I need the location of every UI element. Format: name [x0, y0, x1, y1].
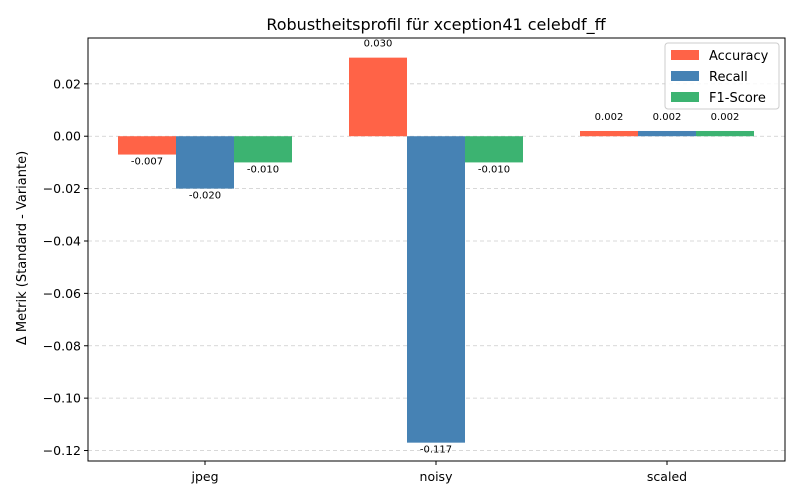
y-tick-label: −0.06 — [43, 286, 81, 301]
bar-accuracy — [349, 57, 407, 137]
y-tick-label: −0.04 — [43, 233, 81, 248]
data-label: 0.030 — [364, 39, 393, 50]
data-label: -0.020 — [189, 191, 221, 202]
data-label: -0.007 — [131, 157, 163, 168]
data-label: 0.002 — [595, 112, 624, 123]
bar-recall — [407, 136, 465, 443]
x-tick-label: noisy — [420, 469, 454, 484]
data-label: 0.002 — [711, 112, 740, 123]
bar-accuracy — [118, 136, 176, 155]
x-tick-label: jpeg — [190, 469, 218, 484]
y-tick-label: 0.00 — [53, 129, 81, 144]
x-ticks: jpeg noisy scaled — [190, 461, 687, 484]
data-label: -0.010 — [247, 164, 279, 175]
legend-swatch — [671, 50, 699, 60]
y-ticks: 0.02 0.00 −0.02 −0.04 −0.06 −0.08 −0.10 −0.12 — [43, 76, 88, 458]
y-tick-label: −0.08 — [43, 338, 81, 353]
x-tick-label: scaled — [647, 469, 687, 484]
y-tick-label: 0.02 — [53, 76, 81, 91]
legend-label: Accuracy — [709, 49, 769, 64]
bar-f1-score — [234, 136, 292, 163]
bar-f1-score — [696, 130, 754, 137]
bar-recall — [176, 136, 234, 189]
legend: Accuracy Recall F1-Score — [664, 42, 780, 110]
data-labels: -0.007 0.030 0.002 -0.020 -0.117 0.002 -0.010 -… — [131, 39, 739, 456]
legend-swatch — [671, 92, 699, 102]
data-label: -0.117 — [420, 445, 452, 456]
chart-title: Robustheitsprofil für xception41 celebdf… — [266, 15, 606, 35]
bar-recall — [638, 130, 696, 137]
bars — [118, 57, 754, 443]
data-label: 0.002 — [653, 112, 682, 123]
legend-label: F1-Score — [709, 91, 766, 106]
data-label: -0.010 — [478, 164, 510, 175]
legend-swatch — [671, 71, 699, 81]
bar-f1-score — [465, 136, 523, 163]
legend-label: Recall — [709, 70, 748, 85]
bar-accuracy — [580, 130, 638, 137]
y-tick-label: −0.10 — [43, 391, 81, 406]
y-tick-label: −0.12 — [43, 443, 81, 458]
y-tick-label: −0.02 — [43, 181, 81, 196]
y-axis-label: Δ Metrik (Standard - Variante) — [15, 151, 30, 345]
